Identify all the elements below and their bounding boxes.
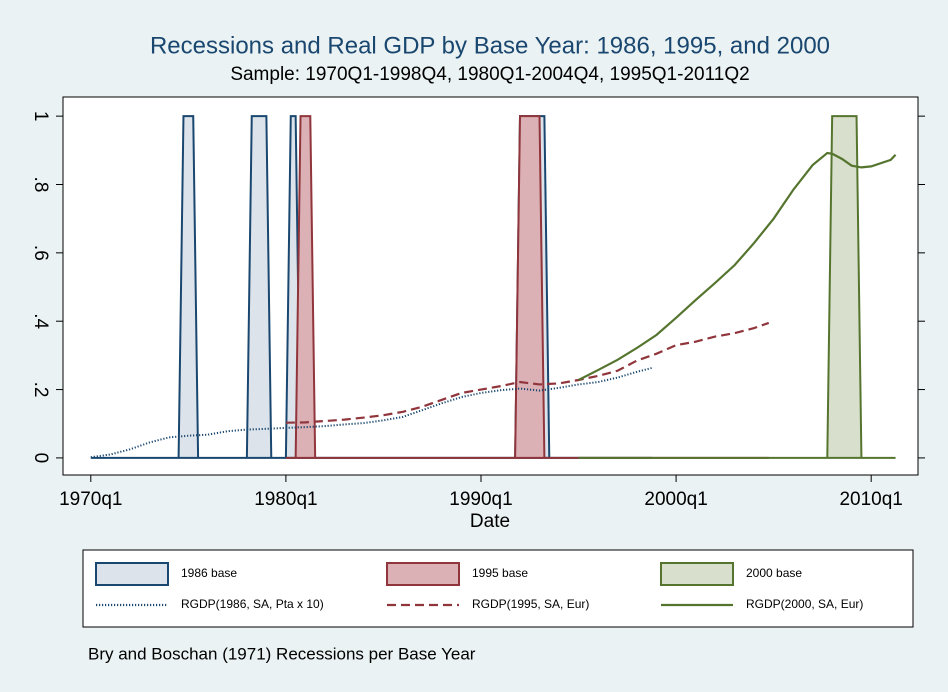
y-tick-label: .8 (30, 177, 51, 193)
legend-label: RGDP(1986, SA, Pta x 10) (181, 597, 324, 611)
chart-title: Recessions and Real GDP by Base Year: 19… (150, 32, 830, 59)
y-tick-label: .4 (30, 313, 51, 329)
chart-subtitle: Sample: 1970Q1-1998Q4, 1980Q1-2004Q4, 19… (230, 64, 749, 85)
gdp-line (578, 151, 897, 381)
legend-swatch (95, 562, 169, 586)
x-tick-label: 1980q1 (254, 489, 317, 510)
y-tick-label: 0 (30, 453, 51, 464)
y-tick-label: .6 (30, 245, 51, 261)
x-axis-label: Date (470, 511, 510, 532)
legend-label: 1995 base (472, 566, 528, 580)
gdp-line (90, 367, 652, 459)
legend-label: RGDP(2000, SA, Eur) (746, 597, 863, 611)
note: Bry and Boschan (1971) Recessions per Ba… (88, 644, 476, 663)
recession-area (578, 115, 896, 459)
x-tick-label: 2000q1 (644, 489, 707, 510)
legend-label: 2000 base (746, 566, 802, 580)
y-tick-label: .2 (30, 382, 51, 398)
plot-area (62, 96, 919, 476)
x-tick-label: 1970q1 (59, 489, 122, 510)
legend-label: RGDP(1995, SA, Eur) (472, 597, 589, 611)
y-tick-label: 1 (30, 111, 51, 122)
x-tick-label: 2010q1 (839, 489, 902, 510)
x-tick-label: 1990q1 (449, 489, 512, 510)
legend (82, 549, 914, 628)
legend-swatch (660, 562, 734, 586)
legend-swatch (386, 562, 460, 586)
legend-label: 1986 base (181, 566, 237, 580)
